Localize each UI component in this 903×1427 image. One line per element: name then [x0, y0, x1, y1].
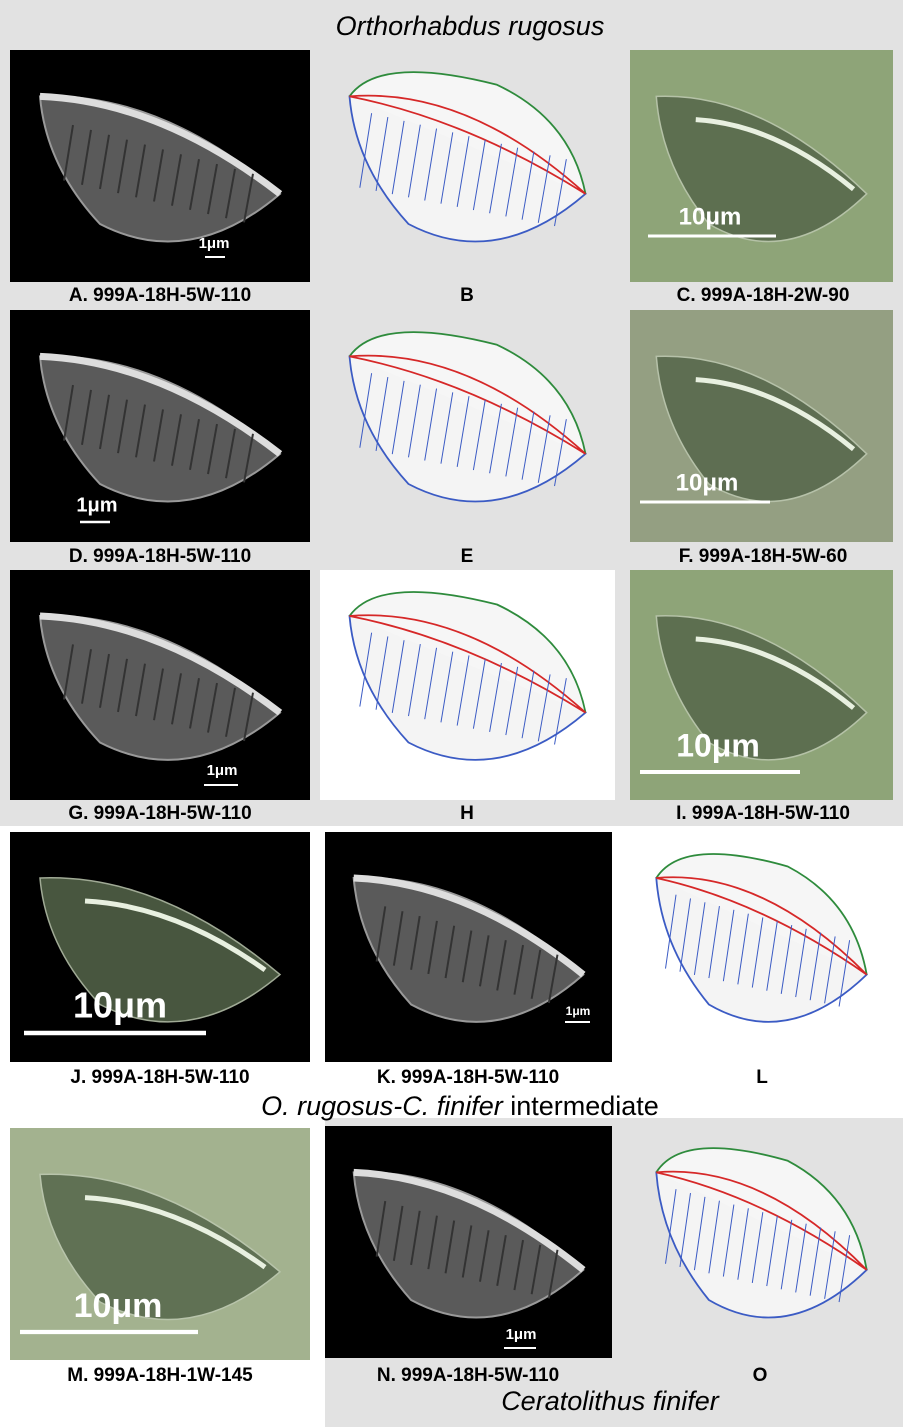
panel-caption: F. 999A-18H-5W-60: [679, 546, 848, 567]
panel: 1μm K. 999A-18H-5W-110: [325, 832, 612, 1088]
panel: 10μm C. 999A-18H-2W-90: [630, 50, 893, 306]
panel-caption: M. 999A-18H-1W-145: [67, 1365, 253, 1386]
scale-label: 1μm: [506, 1326, 537, 1343]
panel-caption: O: [753, 1365, 768, 1386]
panel-caption: N. 999A-18H-5W-110: [377, 1365, 559, 1386]
panel: 1μm D. 999A-18H-5W-110: [10, 310, 310, 567]
panel: 10μm I. 999A-18H-5W-110: [630, 570, 893, 824]
section-label-italic: O. rugosus-C. finifer: [261, 1091, 504, 1121]
panel: H: [320, 570, 615, 824]
section-label-rest: intermediate: [503, 1091, 659, 1121]
panel: 1μm N. 999A-18H-5W-110: [325, 1126, 612, 1386]
plate-title: Orthorhabdus rugosus: [336, 11, 605, 41]
scale-label: 1μm: [199, 235, 230, 252]
panel-caption: D. 999A-18H-5W-110: [69, 546, 251, 567]
panel: 10μm M. 999A-18H-1W-145: [10, 1128, 310, 1386]
panel-caption: I. 999A-18H-5W-110: [676, 803, 850, 824]
scale-label: 10μm: [73, 985, 167, 1026]
panel-caption: L: [756, 1067, 768, 1088]
panel-caption: G. 999A-18H-5W-110: [68, 803, 251, 824]
panel: 10μm F. 999A-18H-5W-60: [630, 310, 893, 567]
scale-label: 1μm: [76, 494, 117, 516]
panel-caption: J. 999A-18H-5W-110: [70, 1067, 249, 1088]
panel-caption: A. 999A-18H-5W-110: [69, 285, 251, 306]
section-label: Ceratolithus finifer: [501, 1386, 720, 1416]
figure-plate: Orthorhabdus rugosus 1μm A. 999A-18H-5W-1…: [0, 0, 903, 1427]
panel: 1μm A. 999A-18H-5W-110: [10, 50, 310, 306]
scale-label: 10μm: [676, 469, 739, 496]
scale-label: 10μm: [679, 203, 742, 230]
panel: 1μm G. 999A-18H-5W-110: [10, 570, 310, 824]
scale-label: 10μm: [676, 727, 760, 763]
panel: L: [630, 832, 893, 1088]
panel: 10μm J. 999A-18H-5W-110: [10, 832, 310, 1088]
scale-label: 1μm: [566, 1004, 591, 1018]
panel-caption: H: [460, 803, 474, 824]
scale-label: 10μm: [74, 1287, 163, 1325]
panel-caption: K. 999A-18H-5W-110: [377, 1067, 559, 1088]
section-label: O. rugosus-C. finifer intermediate: [261, 1091, 659, 1121]
panel-caption: B: [460, 285, 474, 306]
scale-label: 1μm: [207, 762, 238, 779]
panel-caption: C. 999A-18H-2W-90: [677, 285, 850, 306]
panel-caption: E: [461, 546, 474, 567]
